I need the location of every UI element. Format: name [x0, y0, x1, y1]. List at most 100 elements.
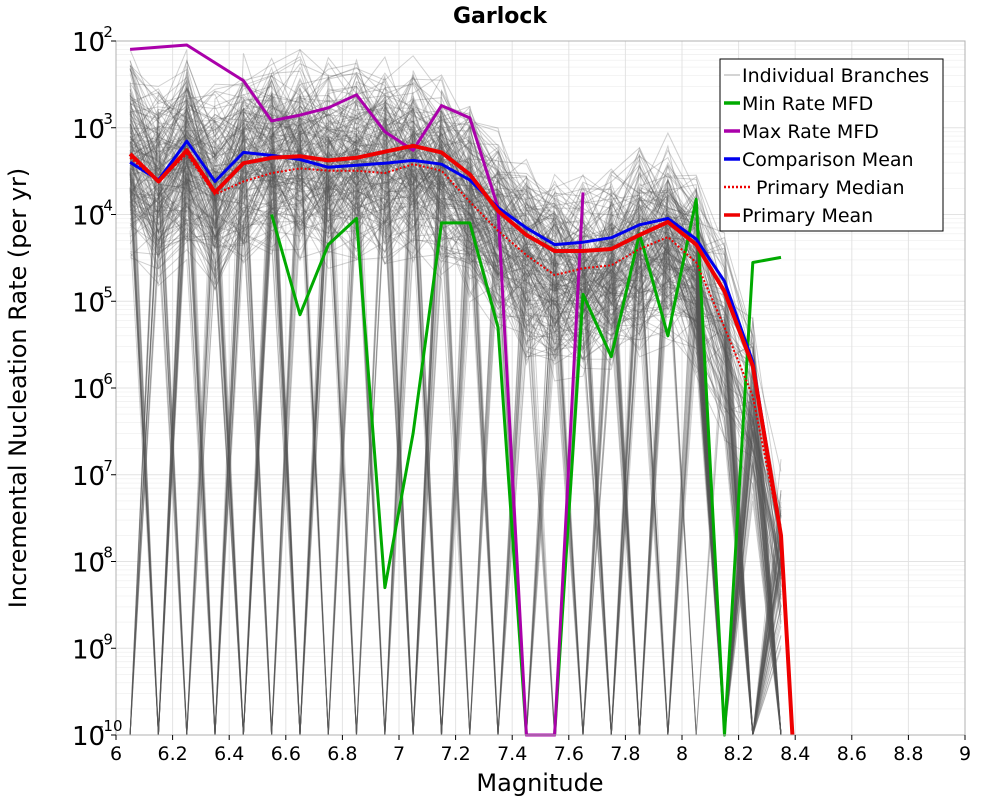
branch-line: [129, 87, 782, 736]
legend: Individual Branches Min Rate MFD Max Rate …: [719, 58, 944, 232]
branch-line: [129, 159, 782, 736]
branch-line: [129, 183, 781, 736]
branch-line: [129, 88, 782, 736]
branch-line: [129, 79, 781, 736]
branch-line: [129, 151, 782, 736]
branch-line: [129, 58, 782, 736]
branch-line: [129, 114, 781, 736]
branch-line: [129, 125, 782, 736]
y-tick-label: 10: [72, 288, 105, 318]
branch-line: [129, 125, 782, 736]
branch-line: [129, 128, 781, 736]
branch-line: [129, 162, 782, 736]
branch-line: [129, 99, 782, 736]
branch-line: [129, 131, 782, 736]
y-tick-exponent: -5: [98, 283, 113, 301]
branch-line: [130, 68, 782, 736]
branch-line: [129, 124, 781, 736]
branch-line: [129, 86, 782, 736]
y-tick-exponent: -2: [98, 23, 113, 41]
branch-line: [129, 153, 781, 736]
branch-line: [129, 66, 781, 736]
branch-line: [129, 150, 782, 574]
branch-line: [129, 69, 782, 736]
branch-line: [129, 152, 781, 736]
branch-line: [129, 105, 781, 736]
branch-line: [129, 110, 781, 736]
branch-line: [129, 132, 782, 736]
legend-label: Max Rate MFD: [742, 121, 879, 143]
x-tick-label: 6: [110, 743, 122, 765]
branch-line: [129, 101, 781, 736]
x-axis-ticks: 6 6.2 6.4 6.6 6.8 7 7.2 7.4 7.6 7.8 8 8.2 8.4 8.6 8.8 9: [110, 735, 971, 765]
branch-line: [129, 129, 782, 736]
branch-line: [129, 134, 781, 736]
legend-box: [719, 58, 944, 232]
branch-line: [129, 171, 782, 736]
x-axis-label: Magnitude: [476, 769, 603, 797]
y-tick-exponent: -6: [98, 370, 113, 388]
branch-line: [129, 106, 782, 528]
branch-line: [129, 155, 782, 736]
branch-line: [130, 48, 781, 736]
branch-line: [129, 132, 781, 736]
branch-line: [129, 107, 782, 736]
branch-line: [129, 138, 782, 736]
x-tick-label: 7.8: [610, 743, 640, 765]
y-tick-exponent: -10: [98, 717, 123, 735]
branch-line: [129, 150, 782, 736]
branch-line: [130, 110, 782, 736]
branch-line: [129, 149, 782, 736]
y-tick-label: 10: [72, 635, 105, 665]
branch-line: [129, 153, 782, 736]
branch-line: [129, 96, 782, 736]
branch-line: [129, 132, 781, 736]
legend-label: Primary Median: [756, 177, 905, 199]
branch-line: [129, 157, 781, 736]
branch-line: [129, 129, 782, 736]
branch-line: [129, 163, 782, 600]
branch-line: [129, 149, 782, 736]
branch-line: [129, 57, 782, 736]
branch-line: [129, 167, 781, 736]
branch-line: [129, 79, 782, 736]
branch-line: [129, 70, 782, 736]
branch-line: [129, 147, 782, 736]
branch-line: [129, 105, 782, 736]
branch-line: [129, 113, 782, 736]
series-line-comparison-mean: [129, 139, 783, 536]
branch-line: [129, 110, 782, 736]
branch-line: [129, 179, 782, 736]
y-tick-exponent: -7: [98, 457, 113, 475]
x-tick-label: 8.4: [780, 743, 810, 765]
branch-line: [129, 122, 782, 736]
x-tick-label: 7.4: [497, 743, 527, 765]
x-tick-label: 6.6: [271, 743, 301, 765]
branch-line: [129, 81, 782, 736]
legend-label: Primary Mean: [742, 205, 873, 227]
branch-line: [129, 147, 781, 736]
chart-grid: [115, 40, 966, 736]
branch-line: [129, 99, 782, 736]
branch-line: [129, 135, 782, 736]
branch-line: [129, 99, 781, 736]
branch-line: [129, 81, 781, 736]
series-line-max-rate-mfd: [129, 43, 585, 737]
branch-line: [129, 114, 782, 736]
branch-line: [129, 150, 782, 736]
branch-line: [129, 83, 781, 736]
branch-line: [129, 155, 782, 736]
branch-line: [129, 85, 781, 736]
branch-line: [129, 65, 782, 736]
branch-line: [129, 76, 781, 736]
branch-line: [129, 99, 781, 736]
branch-line: [130, 88, 781, 736]
branch-line: [129, 160, 782, 736]
branch-line: [129, 102, 782, 736]
x-tick-label: 8.8: [893, 743, 923, 765]
legend-label: Min Rate MFD: [742, 93, 873, 115]
branch-line: [129, 62, 782, 736]
branch-line: [129, 155, 781, 736]
